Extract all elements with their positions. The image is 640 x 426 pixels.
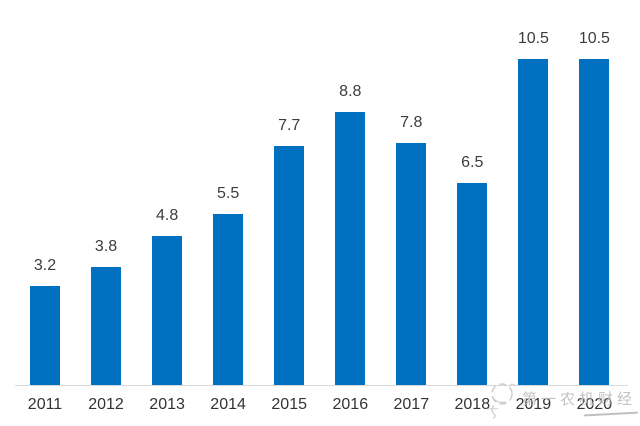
value-label-2020: 10.5 bbox=[578, 30, 610, 47]
bar-2019 bbox=[518, 59, 549, 385]
value-label-2012: 3.8 bbox=[94, 238, 118, 255]
bar-2018 bbox=[457, 183, 488, 385]
bar-2016 bbox=[335, 112, 366, 385]
value-label-2015: 7.7 bbox=[278, 117, 301, 134]
value-label-2014: 5.5 bbox=[216, 185, 240, 202]
category-label-2020: 2020 bbox=[576, 396, 613, 413]
category-label-2018: 2018 bbox=[454, 396, 491, 413]
bar-2020 bbox=[579, 59, 610, 385]
value-label-2018: 6.5 bbox=[461, 154, 484, 171]
value-label-2013: 4.8 bbox=[155, 207, 179, 224]
category-label-2015: 2015 bbox=[271, 396, 307, 413]
bar-2012 bbox=[91, 267, 121, 385]
category-label-2016: 2016 bbox=[332, 396, 369, 413]
value-label-2019: 10.5 bbox=[517, 30, 549, 47]
x-axis-line bbox=[15, 385, 628, 386]
category-label-2019: 2019 bbox=[515, 396, 552, 413]
bar-2017 bbox=[396, 143, 427, 385]
value-label-2011: 3.2 bbox=[33, 257, 57, 274]
value-label-2016: 8.8 bbox=[339, 83, 362, 100]
category-label-2013: 2013 bbox=[149, 396, 185, 413]
category-label-2017: 2017 bbox=[393, 396, 430, 413]
category-label-2014: 2014 bbox=[210, 396, 246, 413]
bar-2015 bbox=[274, 146, 305, 385]
bar-2013 bbox=[152, 236, 183, 385]
category-label-2011: 2011 bbox=[27, 396, 63, 413]
bar-2014 bbox=[213, 214, 244, 385]
category-label-2012: 2012 bbox=[88, 396, 124, 413]
value-label-2017: 7.8 bbox=[400, 114, 423, 131]
bar-2011 bbox=[30, 286, 60, 385]
